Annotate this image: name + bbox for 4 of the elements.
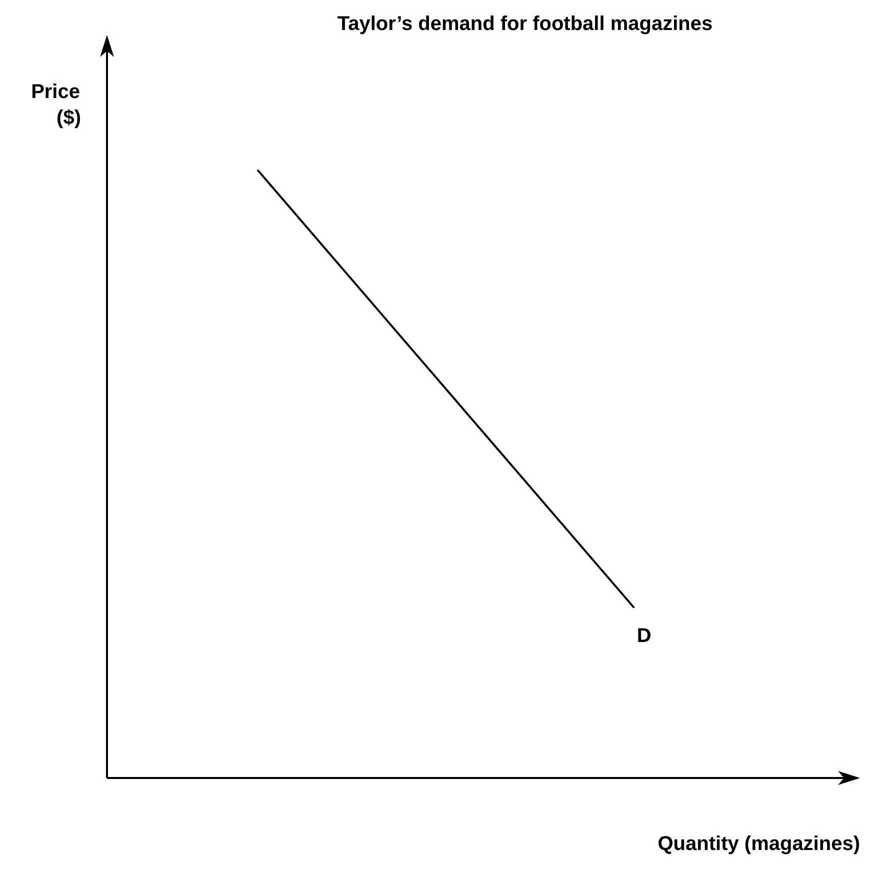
series-label: D [636,624,652,647]
x-axis-title: Quantity (magazines) [658,833,860,855]
y-axis-title: Price ($) [31,81,81,129]
chart-title: Taylor’s demand for football magazines [337,13,713,35]
